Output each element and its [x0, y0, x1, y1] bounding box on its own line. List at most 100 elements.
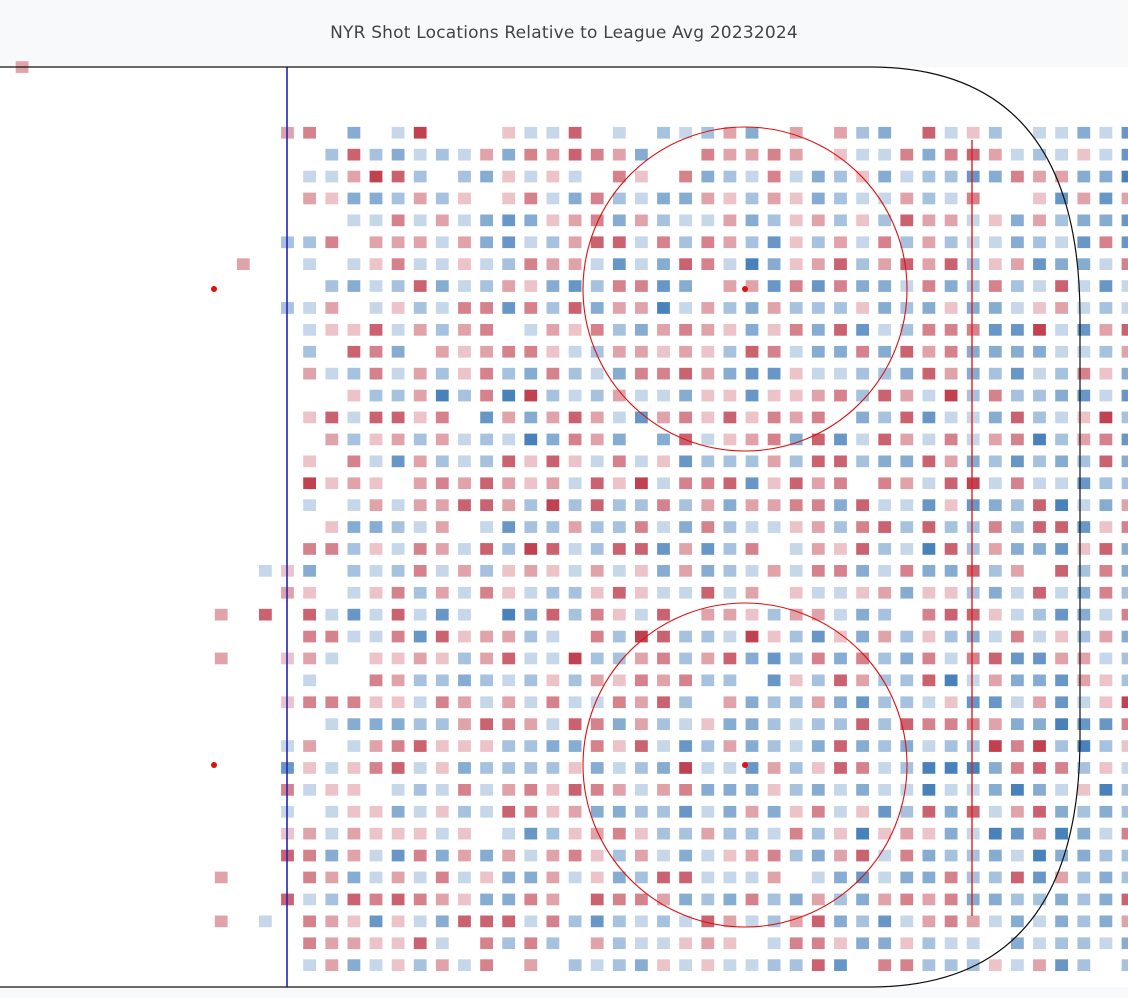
heatmap-cell — [590, 389, 604, 402]
heatmap-cell — [635, 411, 648, 424]
heatmap-cell — [966, 827, 980, 840]
heatmap-cell — [568, 433, 582, 446]
heatmap-cell — [856, 849, 869, 862]
heatmap-cell — [1077, 433, 1091, 446]
heatmap-cell — [480, 477, 493, 490]
heatmap-cell — [369, 718, 383, 730]
heatmap-cell — [568, 280, 582, 292]
heatmap-cell — [856, 740, 869, 752]
heatmap-cell — [413, 258, 427, 270]
heatmap-cell — [944, 126, 958, 139]
heatmap-cell — [1033, 126, 1046, 139]
heatmap-cell — [944, 192, 958, 205]
heatmap-cell — [878, 565, 892, 577]
heatmap-cell — [789, 805, 803, 818]
heatmap-cell — [391, 192, 405, 205]
heatmap-cell — [435, 915, 449, 928]
heatmap-cell — [834, 455, 847, 468]
heatmap-cell — [767, 521, 781, 533]
heatmap-cell — [767, 324, 781, 336]
heatmap-cell — [922, 959, 936, 971]
heatmap-cell — [657, 411, 670, 424]
heatmap-cell — [480, 521, 493, 533]
heatmap-cell — [546, 148, 560, 161]
heatmap-cell — [856, 652, 869, 665]
heatmap-cell — [922, 608, 936, 621]
heatmap-cell — [1099, 521, 1113, 533]
heatmap-cell — [679, 477, 692, 490]
heatmap-cell — [834, 849, 847, 862]
heatmap-cell — [502, 345, 516, 358]
heatmap-cell — [922, 740, 936, 752]
heatmap-cell — [811, 521, 825, 533]
heatmap-cell — [1011, 455, 1024, 468]
heatmap-cell — [900, 959, 914, 971]
heatmap-cell — [811, 236, 825, 249]
heatmap-cell — [679, 258, 692, 270]
heatmap-cell — [480, 915, 493, 928]
heatmap-cell — [900, 324, 914, 336]
heatmap-cell — [413, 915, 427, 928]
heatmap-cell — [1033, 696, 1046, 709]
heatmap-cell — [413, 762, 427, 774]
heatmap-cell — [413, 565, 427, 577]
heatmap-cell — [369, 608, 383, 621]
heatmap-cell — [590, 718, 604, 730]
heatmap-cell — [590, 521, 604, 533]
heatmap-cell — [1033, 345, 1046, 358]
heatmap-cell — [369, 258, 383, 270]
heatmap-cell — [1121, 740, 1128, 752]
heatmap-cell — [590, 258, 604, 270]
heatmap-cell — [856, 214, 869, 227]
heatmap-cell — [834, 214, 847, 227]
heatmap-cell — [1011, 784, 1024, 796]
heatmap-cell — [856, 521, 869, 533]
heatmap-cell — [502, 280, 516, 292]
heatmap-cell — [900, 805, 914, 818]
heatmap-cell — [1011, 499, 1024, 511]
heatmap-cell — [657, 389, 670, 402]
heatmap-cell — [612, 280, 626, 292]
heatmap-cell — [524, 455, 538, 468]
heatmap-cell — [723, 433, 737, 446]
heatmap-cell — [701, 827, 715, 840]
heatmap-cell — [369, 937, 383, 950]
heatmap-cell — [988, 893, 1002, 906]
heatmap-cell — [435, 696, 449, 709]
heatmap-cell — [811, 718, 825, 730]
heatmap-cell — [1033, 674, 1046, 687]
heatmap-cell — [1099, 608, 1113, 621]
heatmap-cell — [811, 499, 825, 511]
heatmap-cell — [922, 827, 936, 840]
heatmap-cell — [612, 192, 626, 205]
heatmap-cell — [303, 411, 316, 424]
heatmap-cell — [789, 937, 803, 950]
heatmap-cell — [966, 324, 980, 336]
heatmap-cell — [834, 543, 847, 555]
heatmap-cell — [502, 652, 516, 665]
heatmap-cell — [1055, 367, 1068, 380]
faceoff-dot-4 — [742, 762, 748, 768]
heatmap-cell — [745, 367, 759, 380]
heatmap-cell — [1121, 389, 1128, 402]
heatmap-cell — [1033, 915, 1046, 928]
heatmap-cell — [767, 148, 781, 161]
heatmap-cell — [435, 214, 449, 227]
heatmap-cell — [590, 893, 604, 906]
heatmap-cell — [568, 214, 582, 227]
heatmap-cell — [480, 389, 493, 402]
heatmap-cell — [524, 521, 538, 533]
heatmap-cell — [347, 586, 361, 599]
heatmap-cell — [524, 608, 538, 621]
heatmap-cell — [1055, 455, 1068, 468]
heatmap-cell — [1033, 871, 1046, 884]
heatmap-cell — [458, 893, 471, 906]
heatmap-cell — [701, 214, 715, 227]
heatmap-cell — [413, 411, 427, 424]
heatmap-cell — [568, 762, 582, 774]
heatmap-cell — [590, 455, 604, 468]
heatmap-cell — [590, 367, 604, 380]
heatmap-cell — [1011, 280, 1024, 292]
heatmap-cell — [435, 367, 449, 380]
heatmap-cell — [413, 302, 427, 314]
